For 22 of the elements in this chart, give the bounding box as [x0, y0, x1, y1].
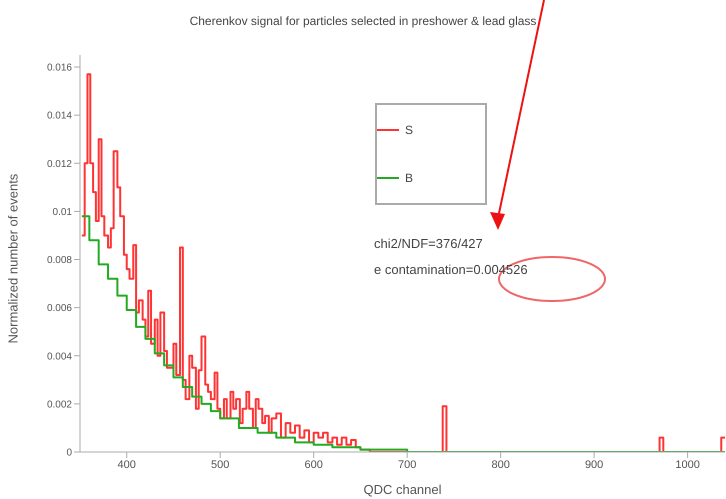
x-tick-label: 400 — [118, 458, 136, 471]
x-tick-label: 1000 — [675, 458, 700, 471]
legend-label: S — [404, 123, 414, 137]
y-tick-label: 0.006 — [46, 303, 72, 314]
y-tick-label: 0.014 — [46, 110, 72, 122]
x-tick-label: 500 — [211, 458, 230, 471]
x-axis-title: QDC channel — [363, 482, 442, 497]
x-tick-label: 800 — [491, 458, 510, 471]
y-tick-label: 0 — [66, 448, 72, 459]
y-tick-label: 0.012 — [46, 158, 72, 170]
y-tick-label: 0.004 — [46, 351, 72, 362]
annotation: chi2/NDF=376/427 — [374, 236, 483, 251]
y-tick-label: 0.008 — [46, 255, 72, 266]
x-tick-label: 900 — [584, 458, 604, 471]
legend-label: B — [404, 171, 414, 185]
y-tick-label: 0.016 — [46, 62, 72, 74]
chart-title: Cherenkov signal for particles selected in preshower & lead glass — [188, 14, 538, 28]
y-tick-label: 0.01 — [52, 206, 72, 218]
x-tick-label: 700 — [398, 458, 416, 471]
y-axis-title: Normalized number of events — [6, 173, 21, 344]
x-tick-label: 600 — [304, 458, 323, 471]
y-tick-label: 0.002 — [46, 399, 72, 410]
